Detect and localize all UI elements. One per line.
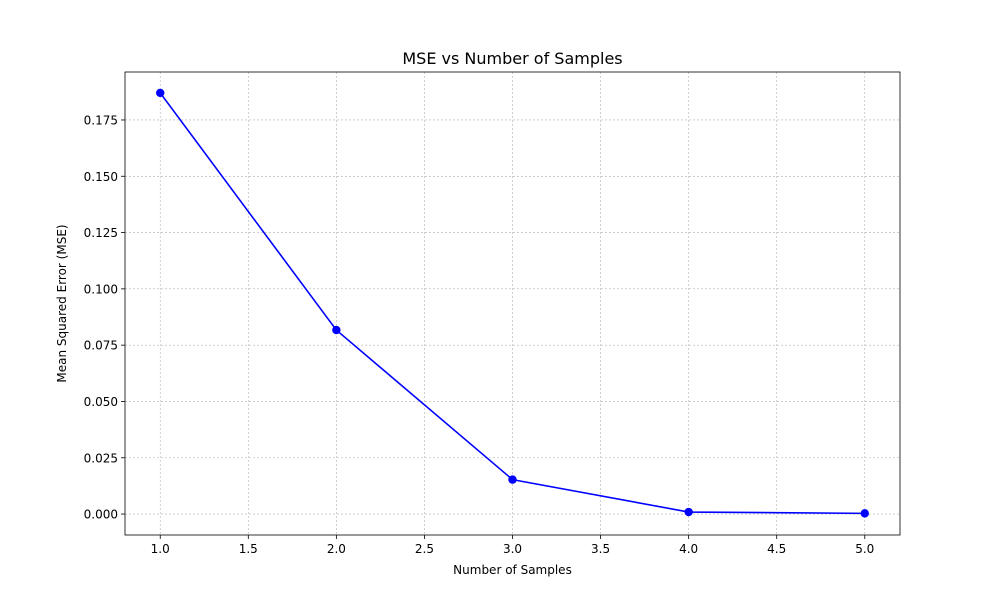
y-axis: 0.000 0.025 0.050 0.075 0.100 0.125 0.150 0.175 <box>84 113 125 522</box>
y-tick-label: 0.000 <box>84 508 118 522</box>
y-tick-label: 0.125 <box>84 226 118 240</box>
series-layer <box>156 88 869 518</box>
data-point <box>156 88 165 98</box>
x-tick-label: 3.5 <box>591 542 610 556</box>
x-tick-label: 1.5 <box>239 542 258 556</box>
x-tick-label: 2.0 <box>327 542 346 556</box>
grid <box>125 72 900 535</box>
y-axis-title: Mean Squared Error (MSE) <box>55 224 69 382</box>
x-tick-label: 2.5 <box>415 542 434 556</box>
y-tick-label: 0.175 <box>84 113 118 127</box>
x-tick-label: 4.0 <box>679 542 698 556</box>
x-tick-label: 4.5 <box>767 542 786 556</box>
x-tick-label: 3.0 <box>503 542 522 556</box>
x-axis: 1.0 1.5 2.0 2.5 3.0 3.5 4.0 4.5 5.0 <box>151 535 874 556</box>
y-tick-label: 0.075 <box>84 339 118 353</box>
y-tick-label: 0.050 <box>84 395 118 409</box>
x-tick-label: 5.0 <box>855 542 874 556</box>
y-tick-label: 0.100 <box>84 282 118 296</box>
data-point <box>508 475 517 484</box>
data-point <box>332 325 341 335</box>
y-tick-label: 0.025 <box>84 451 118 465</box>
chart-title: MSE vs Number of Samples <box>402 49 622 68</box>
x-axis-title: Number of Samples <box>453 563 572 577</box>
data-point <box>684 507 693 517</box>
x-tick-label: 1.0 <box>151 542 170 556</box>
y-tick-label: 0.150 <box>84 170 118 184</box>
data-point <box>860 509 869 518</box>
